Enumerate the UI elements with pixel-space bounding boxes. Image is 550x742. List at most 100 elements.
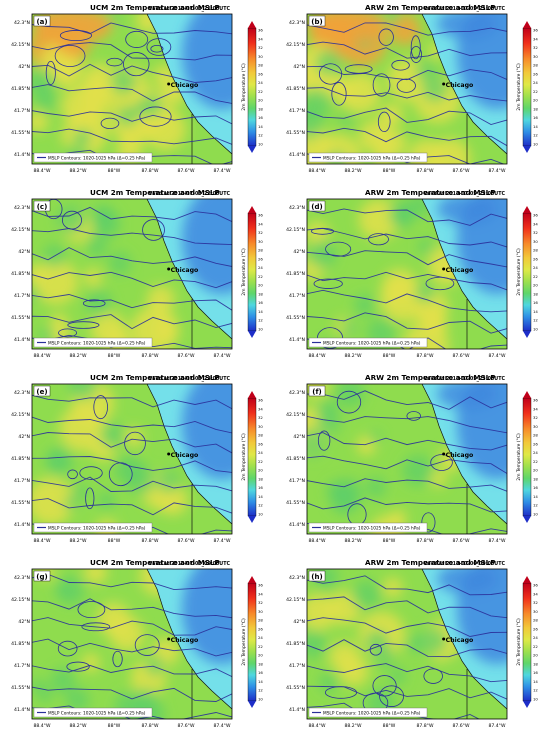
mslp-contour: [307, 455, 507, 475]
mslp-contour: [307, 478, 507, 492]
lon-tick-label: 87.4°W: [213, 538, 231, 544]
map-area: [307, 14, 507, 164]
temperature-blob: [307, 630, 327, 659]
mslp-contour: [32, 128, 232, 145]
mslp-contour-loop: [123, 52, 150, 77]
temperature-blob: [35, 91, 57, 113]
panel-label-box: [308, 15, 326, 27]
map-area: [307, 569, 507, 719]
lon-tick-label: 87.8°W: [416, 723, 434, 729]
map-area: [307, 199, 507, 349]
lon-tick-label: 88.4°W: [33, 723, 51, 729]
mslp-contour-loop: [396, 78, 416, 93]
colorbar-min-arrow: [523, 331, 531, 338]
colorbar-tick-label: 36: [533, 583, 538, 588]
colorbar-tick-label: 28: [258, 63, 263, 68]
colorbar-tick-label: 30: [258, 424, 263, 429]
mslp-contour-loop: [67, 321, 100, 329]
colorbar-tick-label: 22: [258, 274, 263, 279]
colorbar-tick-label: 36: [533, 398, 538, 403]
mslp-contour-loop: [368, 233, 389, 246]
contour-legend-text: MSLP Contours: 1020-1025 hPa (Δ=0.25 hPa…: [48, 156, 146, 162]
mslp-contour: [32, 686, 232, 702]
lon-tick-label: 88°W: [108, 168, 121, 174]
lat-tick-label: 42.3°N: [289, 390, 305, 396]
colorbar-tick-label: 28: [258, 433, 263, 438]
mslp-contour: [32, 314, 232, 330]
lat-tick-label: 41.4°N: [14, 337, 30, 343]
lon-tick-label: 88.2°W: [69, 538, 87, 544]
colorbar-min-arrow: [248, 516, 256, 523]
colorbar-tick-label: 16: [533, 115, 538, 120]
colorbar-tick-label: 10: [258, 327, 263, 332]
colorbar-tick-label: 34: [533, 221, 538, 226]
colorbar-tick-label: 14: [258, 494, 263, 499]
panel-valid-time: Valid at 2018-07-05_22:00UTC: [424, 191, 506, 197]
mslp-contour-loop: [45, 60, 56, 85]
mslp-contour: [307, 127, 507, 147]
colorbar-max-arrow: [248, 576, 256, 583]
temperature-blob: [147, 285, 175, 313]
map-area: [32, 384, 232, 534]
colorbar-tick-label: 22: [533, 644, 538, 649]
colorbar-tick-label: 24: [533, 450, 538, 455]
colorbar-tick-label: 32: [258, 45, 263, 50]
colorbar-tick-label: 24: [533, 80, 538, 85]
colorbar-tick-label: 28: [533, 248, 538, 253]
lon-tick-label: 87.4°W: [488, 168, 506, 174]
lat-tick-label: 42.15°N: [11, 597, 30, 603]
temperature-blob: [80, 77, 116, 113]
colorbar-min-arrow: [248, 146, 256, 153]
temperature-blob: [424, 313, 448, 337]
mslp-contour: [307, 87, 507, 102]
mslp-contour: [307, 208, 507, 226]
mslp-contour-loop: [124, 431, 146, 456]
colorbar-min-arrow: [248, 331, 256, 338]
temperature-blob: [402, 454, 434, 487]
temperature-blob: [110, 68, 137, 95]
mslp-contour-loop: [134, 634, 160, 656]
colorbar-tick-label: 34: [258, 36, 263, 41]
lat-tick-label: 41.55°N: [286, 130, 305, 136]
lon-tick-label: 88°W: [383, 168, 396, 174]
colorbar-tick-label: 12: [533, 318, 538, 323]
lon-tick-label: 88.4°W: [308, 723, 326, 729]
mslp-contour: [307, 639, 507, 658]
temperature-blob: [97, 491, 116, 510]
mslp-contour-loop: [423, 668, 443, 684]
temperature-blob: [307, 14, 387, 44]
mslp-contour-loop: [331, 82, 347, 106]
colorbar-tick-label: 20: [258, 98, 263, 103]
temperature-blob: [331, 78, 358, 105]
temperature-blob: [339, 113, 354, 128]
temperature-blob: [50, 668, 75, 693]
colorbar-tick-label: 26: [533, 441, 538, 446]
mslp-contour-loop: [344, 64, 373, 74]
colorbar-tick-label: 30: [533, 609, 538, 614]
city-label: Chicago: [446, 82, 474, 89]
shoreline: [146, 569, 232, 710]
temperature-blob: [308, 240, 337, 269]
map-frame: [306, 198, 508, 350]
colorbar-tick-label: 12: [533, 688, 538, 693]
mslp-contour: [32, 22, 232, 35]
temperature-blob: [414, 282, 435, 303]
temperature-blob: [418, 239, 434, 255]
lon-tick-label: 87.6°W: [452, 538, 470, 544]
mslp-contours: [32, 22, 232, 164]
city-label: Chicago: [171, 452, 199, 459]
panel-title: UCM 2m Temperature and MSLP: [90, 373, 220, 382]
lat-tick-label: 42°N: [18, 434, 30, 440]
colorbar-tick-label: 10: [533, 697, 538, 702]
temperature-blob: [429, 138, 471, 164]
lon-tick-label: 87.6°W: [452, 353, 470, 359]
colorbar-max-arrow: [248, 21, 256, 28]
panel-valid-time: Valid at 2018-07-06_00:00UTC: [149, 561, 231, 567]
colorbar-tick-label: 16: [533, 670, 538, 675]
colorbar-tick-label: 18: [258, 661, 263, 666]
lon-tick-label: 88.2°W: [344, 168, 362, 174]
lat-tick-label: 42.15°N: [11, 412, 30, 418]
colorbar-tick-label: 32: [533, 45, 538, 50]
colorbar-tick-label: 18: [533, 661, 538, 666]
